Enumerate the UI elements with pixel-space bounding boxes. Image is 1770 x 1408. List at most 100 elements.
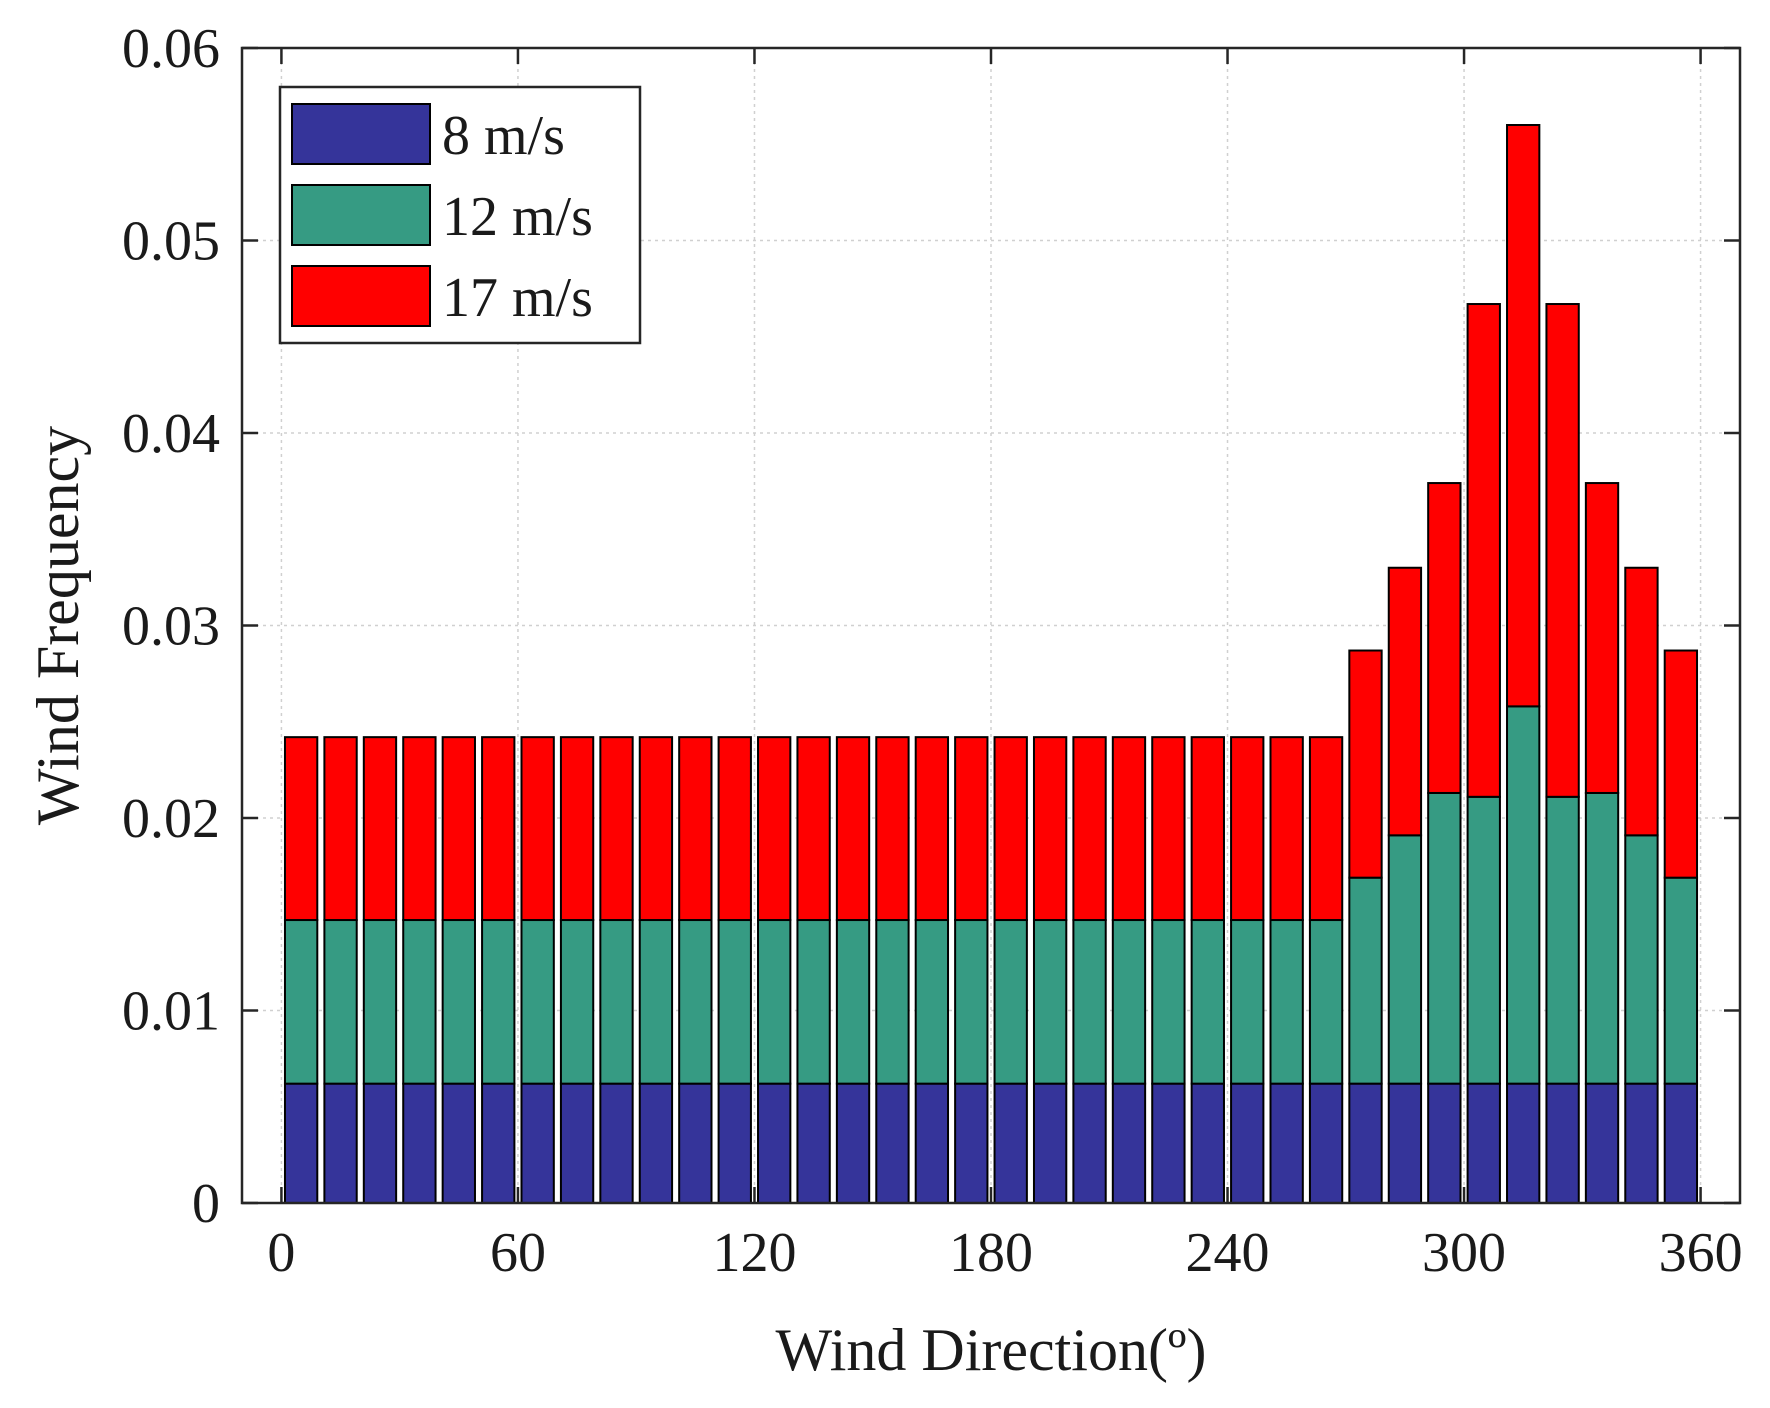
bar-segment-8-m-s-355 bbox=[1663, 1082, 1699, 1205]
y-tick-label: 0.01 bbox=[122, 981, 220, 1043]
bar-segment-8-m-s-235 bbox=[1190, 1082, 1225, 1205]
bar-segment-17-m-s-245 bbox=[1230, 736, 1265, 922]
bar-segment-8-m-s-345 bbox=[1624, 1082, 1659, 1205]
bar-segment-8-m-s-45 bbox=[441, 1082, 476, 1205]
bar-segment-12-m-s-215 bbox=[1111, 919, 1147, 1085]
bar-segment-12-m-s-275 bbox=[1348, 876, 1383, 1085]
bar-segment-12-m-s-105 bbox=[678, 919, 713, 1085]
bar-segment-12-m-s-75 bbox=[559, 919, 595, 1085]
bar-segment-17-m-s-35 bbox=[402, 736, 437, 922]
bar-segment-12-m-s-225 bbox=[1151, 919, 1186, 1085]
x-tick-label: 360 bbox=[1659, 1222, 1743, 1284]
bar-segment-17-m-s-275 bbox=[1348, 649, 1383, 879]
x-tick-label: 300 bbox=[1422, 1222, 1506, 1284]
bar-segment-12-m-s-45 bbox=[441, 919, 476, 1085]
bar-segment-8-m-s-215 bbox=[1111, 1082, 1147, 1205]
y-axis-title: Wind Frequency bbox=[25, 426, 91, 825]
y-tick-label: 0.03 bbox=[122, 596, 220, 658]
bar-segment-17-m-s-215 bbox=[1111, 736, 1147, 922]
bar-segment-12-m-s-205 bbox=[1072, 919, 1107, 1085]
bar-segment-17-m-s-95 bbox=[638, 736, 674, 922]
bar-segment-17-m-s-105 bbox=[678, 736, 713, 922]
bar-segment-12-m-s-175 bbox=[954, 919, 989, 1085]
bar-segment-12-m-s-315 bbox=[1506, 705, 1541, 1085]
bar-segment-17-m-s-25 bbox=[362, 736, 398, 922]
axis-ticks bbox=[242, 46, 1740, 1205]
bar-segment-12-m-s-155 bbox=[875, 919, 910, 1085]
legend-label: 12 m/s bbox=[442, 186, 593, 248]
bar-segment-8-m-s-5 bbox=[283, 1082, 319, 1205]
bar-segment-12-m-s-285 bbox=[1387, 834, 1423, 1085]
bar-segment-12-m-s-55 bbox=[481, 919, 516, 1085]
x-tick-label: 60 bbox=[490, 1222, 546, 1284]
y-tick-label: 0.05 bbox=[122, 211, 220, 273]
bar-segment-8-m-s-295 bbox=[1427, 1082, 1462, 1205]
bar-segment-8-m-s-205 bbox=[1072, 1082, 1107, 1205]
bar-segment-17-m-s-5 bbox=[283, 736, 319, 922]
bar-segment-8-m-s-285 bbox=[1387, 1082, 1423, 1205]
bar-segment-17-m-s-175 bbox=[954, 736, 989, 922]
bar-segment-17-m-s-235 bbox=[1190, 736, 1225, 922]
x-tick-label: 180 bbox=[949, 1222, 1033, 1284]
bar-segment-17-m-s-155 bbox=[875, 736, 910, 922]
bar-segment-17-m-s-225 bbox=[1151, 736, 1186, 922]
bar-segment-8-m-s-275 bbox=[1348, 1082, 1383, 1205]
bar-segment-12-m-s-15 bbox=[323, 919, 358, 1085]
bar-segment-12-m-s-85 bbox=[599, 919, 634, 1085]
bar-segment-8-m-s-195 bbox=[1032, 1082, 1068, 1205]
bar-segment-12-m-s-135 bbox=[796, 919, 831, 1085]
bar-segment-8-m-s-65 bbox=[520, 1082, 555, 1205]
x-tick-label: 240 bbox=[1186, 1222, 1270, 1284]
y-tick-label: 0.06 bbox=[122, 18, 220, 80]
bar-segment-8-m-s-95 bbox=[638, 1082, 674, 1205]
bar-segment-8-m-s-335 bbox=[1584, 1082, 1620, 1205]
bar-segment-17-m-s-325 bbox=[1545, 303, 1580, 798]
bar-segment-17-m-s-285 bbox=[1387, 566, 1423, 837]
x-tick-label: 0 bbox=[267, 1222, 295, 1284]
bar-segment-12-m-s-165 bbox=[914, 919, 950, 1085]
x-axis-title: Wind Direction(º) bbox=[775, 1317, 1206, 1383]
bar-segment-17-m-s-15 bbox=[323, 736, 358, 922]
bar-segment-12-m-s-295 bbox=[1427, 791, 1462, 1085]
bar-segment-12-m-s-325 bbox=[1545, 795, 1580, 1085]
bar-segment-8-m-s-175 bbox=[954, 1082, 989, 1205]
bar-segment-8-m-s-75 bbox=[559, 1082, 595, 1205]
bar-segment-17-m-s-255 bbox=[1269, 736, 1304, 922]
bar-segment-8-m-s-145 bbox=[835, 1082, 871, 1205]
bar-segment-8-m-s-35 bbox=[402, 1082, 437, 1205]
y-tick-label: 0.02 bbox=[122, 788, 220, 850]
bar-segment-17-m-s-135 bbox=[796, 736, 831, 922]
bar-segment-17-m-s-345 bbox=[1624, 566, 1659, 837]
bar-segment-8-m-s-245 bbox=[1230, 1082, 1265, 1205]
bar-segment-8-m-s-135 bbox=[796, 1082, 831, 1205]
legend-swatch bbox=[291, 184, 431, 246]
bar-segment-17-m-s-185 bbox=[993, 736, 1028, 922]
bar-segment-8-m-s-115 bbox=[717, 1082, 752, 1205]
bar-segment-8-m-s-265 bbox=[1308, 1082, 1344, 1205]
bar-segment-8-m-s-25 bbox=[362, 1082, 398, 1205]
bar-segment-8-m-s-85 bbox=[599, 1082, 634, 1205]
bar-segment-17-m-s-355 bbox=[1663, 649, 1699, 879]
legend-label: 8 m/s bbox=[442, 105, 565, 167]
bar-segment-8-m-s-325 bbox=[1545, 1082, 1580, 1205]
bar-segment-12-m-s-335 bbox=[1584, 791, 1620, 1085]
bar-segment-17-m-s-335 bbox=[1584, 482, 1620, 794]
legend: 8 m/s 12 m/s 17 m/s bbox=[278, 85, 642, 345]
bar-segment-17-m-s-85 bbox=[599, 736, 634, 922]
bar-segment-12-m-s-195 bbox=[1032, 919, 1068, 1085]
bar-segment-17-m-s-305 bbox=[1466, 303, 1501, 798]
bar-segment-12-m-s-115 bbox=[717, 919, 752, 1085]
legend-swatch bbox=[291, 103, 431, 165]
bar-segment-17-m-s-125 bbox=[757, 736, 792, 922]
bar-segment-8-m-s-165 bbox=[914, 1082, 950, 1205]
bar-segment-12-m-s-255 bbox=[1269, 919, 1304, 1085]
bar-segment-17-m-s-265 bbox=[1308, 736, 1344, 922]
bar-segment-17-m-s-315 bbox=[1506, 124, 1541, 708]
bar-segment-8-m-s-255 bbox=[1269, 1082, 1304, 1205]
bar-segment-8-m-s-185 bbox=[993, 1082, 1028, 1205]
bar-segment-17-m-s-45 bbox=[441, 736, 476, 922]
y-tick-labels: 0 0.01 0.02 0.03 0.04 0.05 0.06 bbox=[122, 18, 220, 1235]
legend-items: 8 m/s 12 m/s 17 m/s bbox=[291, 103, 593, 329]
